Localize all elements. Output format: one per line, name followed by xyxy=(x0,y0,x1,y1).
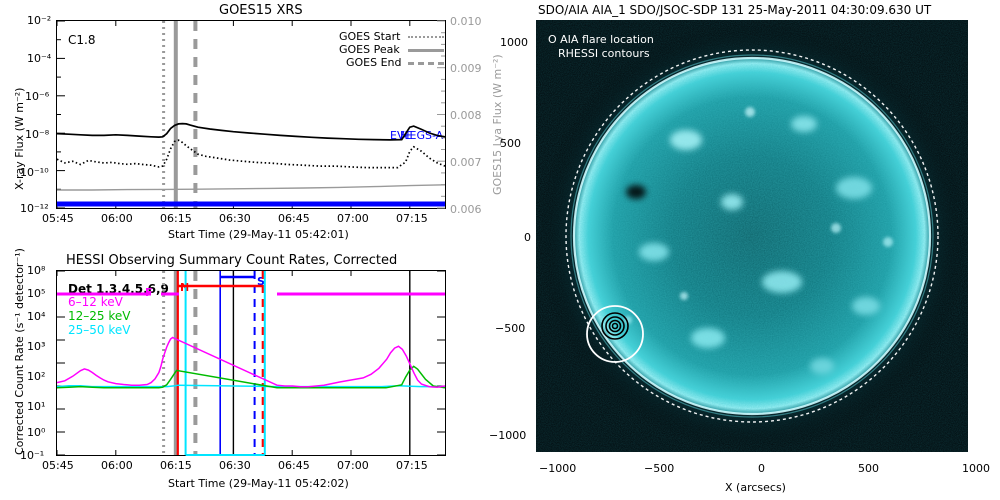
goes-legend-swatch-dashed xyxy=(408,62,444,65)
goes-ytick-right-0: 0.010 xyxy=(450,15,482,28)
aia-panel-title: SDO/AIA AIA_1 SDO/JSOC-SDP 131 25-May-20… xyxy=(538,3,932,17)
aia-xtick-2: 0 xyxy=(758,462,765,475)
hessi-ytick-5: 10¹ xyxy=(27,400,46,413)
goes-ytick-right-1: 0.009 xyxy=(450,62,482,75)
hessi-ytick-7: 10⁻¹ xyxy=(20,449,45,462)
goes-xlabel: Start Time (29-May-11 05:42:01) xyxy=(168,228,349,241)
goes-xtick-0: 05:45 xyxy=(42,212,74,225)
goes-ytick-left-2: 10⁻⁶ xyxy=(25,90,50,103)
aia-image-canvas xyxy=(536,20,968,452)
goes-legend-swatch-solid xyxy=(408,49,444,52)
hessi-curve-12-25kev xyxy=(56,365,446,389)
aia-xtick-1: −500 xyxy=(644,462,675,475)
aia-ytick-1: 500 xyxy=(500,137,521,150)
goes-xtick-6: 07:15 xyxy=(396,212,428,225)
aia-ytick-2: 0 xyxy=(524,231,531,244)
hessi-legend-label-1: 12–25 keV xyxy=(68,309,131,323)
hessi-xtick-6: 07:15 xyxy=(396,459,428,472)
goes-overlay-label-megs: MEGS-A xyxy=(400,129,444,142)
hessi-curve-25-50kev xyxy=(56,384,445,388)
rhessi-contours xyxy=(601,312,629,340)
goes-xtick-1: 06:00 xyxy=(101,212,133,225)
hessi-xtick-1: 06:00 xyxy=(101,459,133,472)
hessi-legend-label-2: 25–50 keV xyxy=(68,323,131,337)
hessi-plot-frame xyxy=(56,270,446,456)
goes-ytick-right-2: 0.008 xyxy=(450,109,482,122)
goes-long-curve xyxy=(56,122,446,141)
hessi-xlabel: Start Time (29-May-11 05:42:02) xyxy=(168,477,349,490)
aia-xlabel: X (arcsecs) xyxy=(725,481,786,494)
hessi-ylabel: Corrected Count Rate (s⁻¹ detector⁻¹) xyxy=(13,248,26,455)
goes-panel-title: GOES15 XRS xyxy=(219,3,303,18)
goes-ytick-right-4: 0.006 xyxy=(450,203,482,216)
aia-image: O AIA flare location RHESSI contours xyxy=(536,20,968,452)
goes-legend-label-2: GOES End xyxy=(346,56,402,69)
goes-xtick-4: 06:45 xyxy=(278,212,310,225)
goes-overlay-label-eve: EVE xyxy=(390,129,412,142)
hessi-legend-label-0: 6–12 keV xyxy=(68,295,123,309)
aia-limb-circle xyxy=(565,49,939,423)
goes-xtick-5: 07:00 xyxy=(337,212,369,225)
goes-xtick-3: 06:30 xyxy=(219,212,251,225)
hessi-ytick-3: 10³ xyxy=(27,340,46,353)
hessi-flag-marker-s: S xyxy=(257,275,265,288)
hessi-curve-6-12kev xyxy=(56,336,446,388)
hessi-detectors-label: Det 1,3,4,5,6,9 xyxy=(68,282,169,296)
hessi-xtick-2: 06:15 xyxy=(160,459,192,472)
goes-ytick-left-4: 10⁻¹⁰ xyxy=(20,166,49,179)
hessi-xtick-4: 06:45 xyxy=(278,459,310,472)
goes-short-curve xyxy=(56,139,446,169)
hessi-panel-title: HESSI Observing Summary Count Rates, Cor… xyxy=(66,253,398,268)
hessi-ytick-0: 10⁸ xyxy=(27,264,46,277)
hessi-ytick-4: 10² xyxy=(27,370,46,383)
goes-plot-canvas xyxy=(56,20,446,209)
hessi-ytick-1: 10⁵ xyxy=(27,287,46,300)
aia-ytick-3: −500 xyxy=(495,322,526,335)
hessi-plot-canvas xyxy=(56,270,446,456)
goes-legend-label-0: GOES Start xyxy=(339,30,401,43)
aia-xtick-4: 1000 xyxy=(962,462,990,475)
hessi-xtick-5: 07:00 xyxy=(337,459,369,472)
goes-legend-label-1: GOES Peak xyxy=(339,43,400,56)
hessi-xtick-3: 06:30 xyxy=(219,459,251,472)
goes-ylabel-right: GOES15 Lya Flux (W m⁻²) xyxy=(491,54,504,195)
hessi-xtick-0: 05:45 xyxy=(42,459,74,472)
aia-xtick-3: 500 xyxy=(858,462,879,475)
goes-ytick-right-3: 0.007 xyxy=(450,156,482,169)
aia-ytick-4: −1000 xyxy=(489,429,527,442)
goes-flare-class-label: C1.8 xyxy=(68,33,96,47)
goes-ytick-left-5: 10⁻¹² xyxy=(20,202,49,215)
hessi-ytick-6: 10⁰ xyxy=(27,426,46,439)
hessi-ytick-2: 10⁴ xyxy=(27,310,46,323)
goes-plot-frame xyxy=(56,20,446,209)
goes-lya-curve xyxy=(57,184,446,191)
aia-xtick-0: −1000 xyxy=(539,462,577,475)
goes-xtick-2: 06:15 xyxy=(160,212,192,225)
aia-annotation-flare-location: O AIA flare location xyxy=(548,33,654,46)
goes-ytick-left-3: 10⁻⁸ xyxy=(25,128,50,141)
goes-ytick-left-1: 10⁻⁴ xyxy=(27,52,52,65)
goes-legend-swatch-dotted xyxy=(408,36,444,38)
aia-flare-location-circle xyxy=(586,305,644,363)
goes-ytick-left-0: 10⁻² xyxy=(27,14,52,27)
aia-ytick-0: 1000 xyxy=(500,36,528,49)
aia-annotation-rhessi-contours: RHESSI contours xyxy=(558,47,650,60)
